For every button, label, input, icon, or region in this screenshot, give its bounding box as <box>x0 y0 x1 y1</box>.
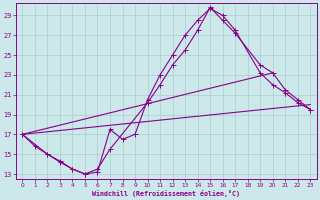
X-axis label: Windchill (Refroidissement éolien,°C): Windchill (Refroidissement éolien,°C) <box>92 190 240 197</box>
